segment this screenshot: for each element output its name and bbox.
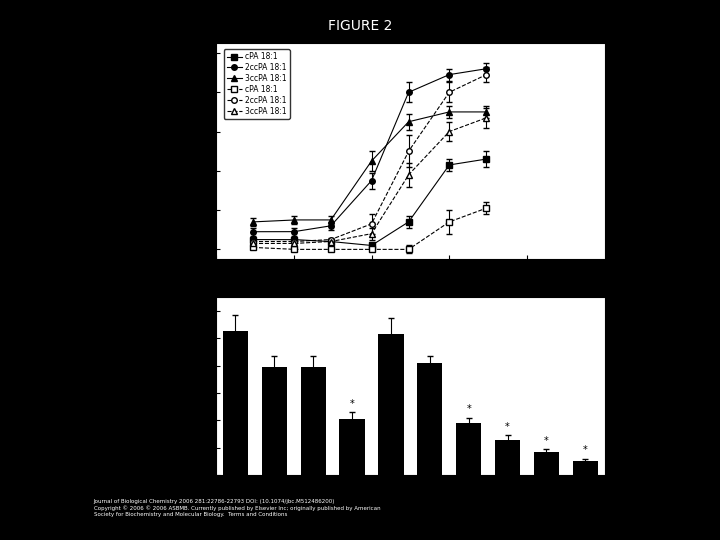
Text: FIGURE 2: FIGURE 2	[328, 19, 392, 33]
Text: B: B	[161, 275, 174, 290]
Text: Journal of Biological Chemistry 2006 281:22786-22793 DOI: (10.1074/jbc.M51248620: Journal of Biological Chemistry 2006 281…	[94, 500, 380, 517]
Bar	[222, 331, 248, 475]
Text: 3ccPA 18:1: 3ccPA 18:1	[545, 516, 587, 525]
Text: A: A	[161, 24, 174, 39]
Text: *: *	[544, 436, 549, 446]
Bar	[456, 423, 482, 475]
Text: *: *	[583, 446, 588, 455]
Bar	[495, 440, 521, 475]
Text: 3ccPA 14:0: 3ccPA 14:0	[390, 516, 431, 525]
Text: 3ccPA 16:0: 3ccPA 16:0	[467, 516, 509, 525]
Text: *: *	[505, 422, 510, 432]
Bar	[417, 363, 443, 475]
Text: *: *	[467, 404, 471, 414]
X-axis label: nM: nM	[402, 280, 419, 289]
Bar	[339, 419, 365, 475]
Text: *: *	[350, 399, 354, 409]
Bar	[534, 452, 559, 475]
Text: ELSEVIER: ELSEVIER	[32, 507, 69, 514]
Y-axis label: ATX Activity (% of Control): ATX Activity (% of Control)	[181, 326, 190, 446]
Bar	[378, 334, 404, 475]
Bar	[300, 367, 326, 475]
Bar	[261, 367, 287, 475]
Text: 3ccPA 12:0: 3ccPA 12:0	[312, 516, 354, 525]
Text: 3ccPA 10:0: 3ccPA 10:0	[234, 516, 276, 525]
Legend: cPA 18:1, 2ccPA 18:1, 3ccPA 18:1, cPA 18:1, 2ccPA 18:1, 3ccPA 18:1: cPA 18:1, 2ccPA 18:1, 3ccPA 18:1, cPA 18…	[224, 49, 289, 119]
Y-axis label: % ATX Inhibition: % ATX Inhibition	[179, 111, 189, 191]
Bar	[572, 462, 598, 475]
